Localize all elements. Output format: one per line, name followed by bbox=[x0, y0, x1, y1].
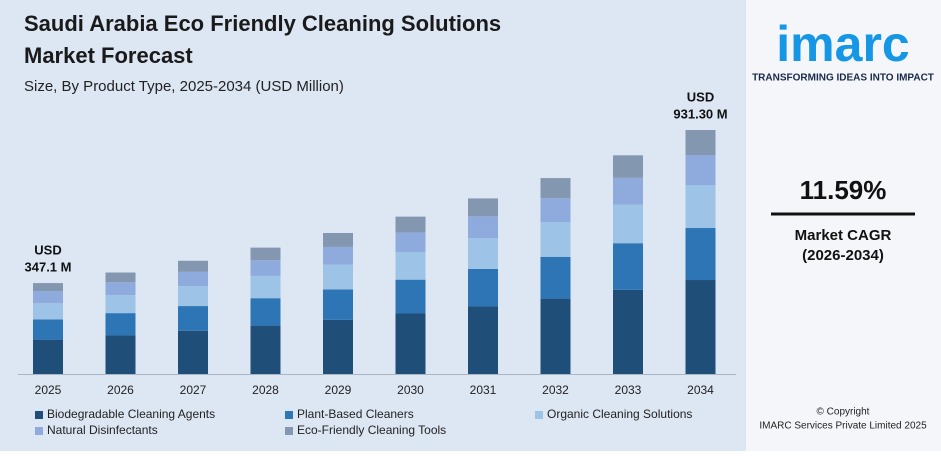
x-tick-label: 2026 bbox=[107, 383, 134, 397]
bar-segment bbox=[178, 306, 208, 331]
legend-label: Eco-Friendly Cleaning Tools bbox=[297, 423, 446, 437]
bar-segment bbox=[178, 286, 208, 307]
legend-label: Biodegradable Cleaning Agents bbox=[47, 407, 215, 421]
bar-segment bbox=[105, 313, 136, 336]
total-annotation: 931.30 M bbox=[673, 106, 727, 121]
bar-segment bbox=[685, 154, 716, 186]
x-tick-label: 2030 bbox=[397, 383, 424, 397]
bar-segment bbox=[33, 339, 63, 374]
x-tick-label: 2025 bbox=[35, 383, 62, 397]
bar-segment bbox=[250, 298, 281, 326]
bar-segment bbox=[250, 260, 281, 276]
bar-segment bbox=[468, 268, 498, 307]
total-annotation: USD bbox=[687, 89, 714, 104]
tagline: TRANSFORMING IDEAS INTO IMPACT bbox=[752, 73, 934, 84]
bar-segment bbox=[323, 246, 353, 265]
bar-segment bbox=[468, 237, 498, 269]
legend-swatch bbox=[535, 411, 543, 419]
bar-segment bbox=[540, 222, 571, 257]
bar-segment bbox=[105, 295, 136, 314]
bar-segment bbox=[395, 313, 426, 374]
bar-segment bbox=[33, 291, 63, 304]
legend-label: Plant-Based Cleaners bbox=[297, 407, 414, 421]
bar-segment bbox=[468, 216, 498, 238]
chart-title: Saudi Arabia Eco Friendly Cleaning Solut… bbox=[24, 11, 501, 68]
bar-segment bbox=[468, 306, 498, 374]
chart-subtitle: Size, By Product Type, 2025-2034 (USD Mi… bbox=[24, 78, 344, 95]
bar-segment bbox=[395, 251, 426, 280]
legend-swatch bbox=[285, 427, 293, 435]
bar-segment bbox=[250, 275, 281, 299]
bar-segment bbox=[685, 130, 716, 155]
bar-segment bbox=[105, 335, 136, 374]
legend-label: Natural Disinfectants bbox=[47, 423, 158, 437]
bar-segment bbox=[613, 204, 643, 244]
legend-swatch bbox=[285, 411, 293, 419]
bar-segment bbox=[613, 177, 643, 205]
bar-segment bbox=[395, 279, 426, 314]
company: IMARC Services Private Limited 2025 bbox=[759, 421, 927, 432]
bar-segment bbox=[105, 282, 136, 296]
bar-segment bbox=[323, 289, 353, 320]
title-line: Market Forecast bbox=[24, 43, 193, 68]
legend-swatch bbox=[35, 411, 43, 419]
bar-segment bbox=[613, 289, 643, 374]
copyright: © Copyright bbox=[817, 407, 870, 418]
bar-segment bbox=[323, 232, 353, 247]
bar-segment bbox=[395, 216, 426, 233]
bar-segment bbox=[105, 272, 136, 283]
total-annotation: USD bbox=[34, 242, 61, 257]
bar-segment bbox=[33, 283, 63, 292]
bar-segment bbox=[323, 319, 353, 374]
x-tick-label: 2029 bbox=[325, 383, 352, 397]
cagr-period: (2026-2034) bbox=[802, 247, 884, 264]
total-annotation: 347.1 M bbox=[25, 259, 72, 274]
bar-segment bbox=[468, 198, 498, 217]
bar-segment bbox=[395, 232, 426, 252]
bar-segment bbox=[613, 243, 643, 290]
x-tick-label: 2032 bbox=[542, 383, 569, 397]
bar-segment bbox=[323, 264, 353, 290]
bar-segment bbox=[33, 319, 63, 340]
x-tick-label: 2033 bbox=[615, 383, 642, 397]
logo: imarc bbox=[776, 16, 909, 72]
bar-segment bbox=[540, 178, 571, 199]
bar-segment bbox=[178, 271, 208, 287]
bar-segment bbox=[540, 198, 571, 223]
bar-segment bbox=[250, 247, 281, 261]
bar-segment bbox=[540, 298, 571, 374]
bar-segment bbox=[685, 185, 716, 229]
x-tick-label: 2031 bbox=[470, 383, 497, 397]
cagr-label: Market CAGR bbox=[795, 227, 892, 244]
bar-segment bbox=[178, 260, 208, 272]
x-tick-label: 2027 bbox=[180, 383, 207, 397]
x-tick-label: 2028 bbox=[252, 383, 279, 397]
bar-segment bbox=[178, 330, 208, 374]
bar-segment bbox=[685, 280, 716, 374]
bar-segment bbox=[250, 325, 281, 374]
legend-swatch bbox=[35, 427, 43, 435]
bar-segment bbox=[613, 155, 643, 178]
bar-segment bbox=[540, 256, 571, 299]
bar-segment bbox=[685, 228, 716, 281]
x-tick-label: 2034 bbox=[687, 383, 714, 397]
title-line: Saudi Arabia Eco Friendly Cleaning Solut… bbox=[24, 11, 501, 36]
sidebar-background bbox=[746, 0, 941, 451]
cagr-value: 11.59% bbox=[800, 175, 887, 205]
legend-label: Organic Cleaning Solutions bbox=[547, 407, 692, 421]
bar-segment bbox=[33, 303, 63, 320]
